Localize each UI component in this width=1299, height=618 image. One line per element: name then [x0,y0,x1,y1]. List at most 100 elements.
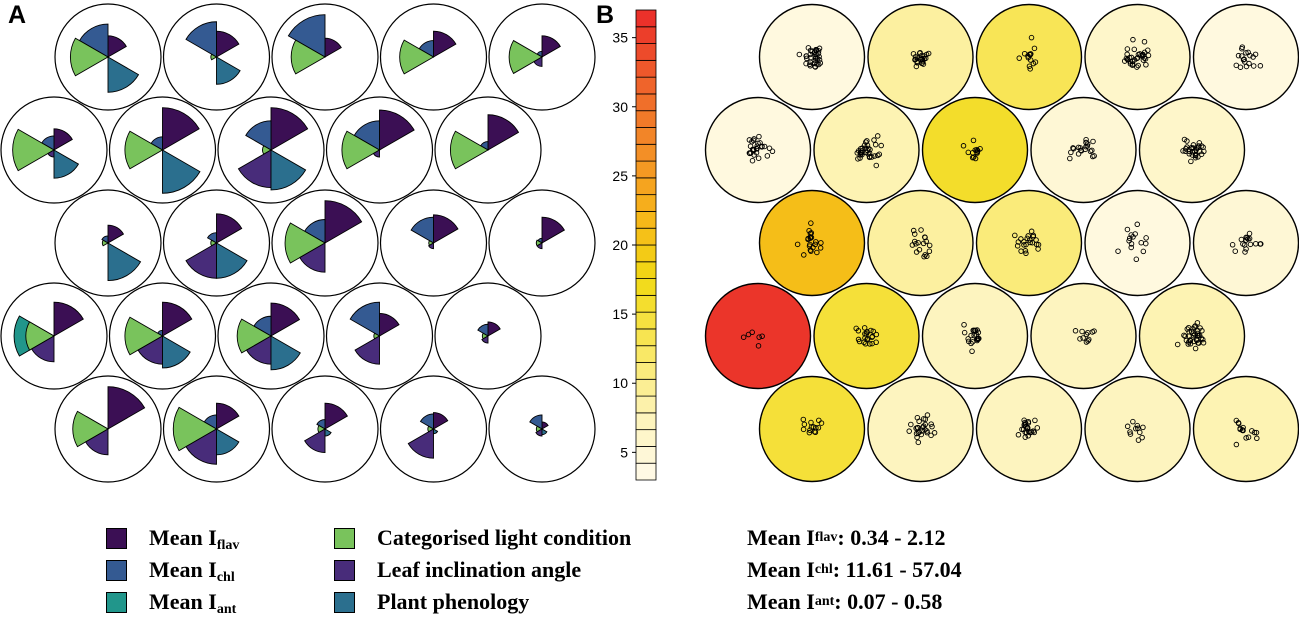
heatmap-node-circle [1084,375,1191,483]
sample-point [1085,329,1091,336]
sample-point [1023,241,1029,248]
sample-point [916,418,922,425]
sample-point [1019,426,1025,433]
sample-point [1132,231,1138,237]
heatmap-node-3-3 [1030,282,1137,390]
sample-point [814,249,820,256]
sample-point [749,329,755,336]
sample-point [755,155,762,161]
heatmap-node-3-4 [1138,282,1246,390]
sample-point [973,332,980,338]
sample-point [1130,36,1136,43]
fan-segment-phenology [541,428,548,436]
sample-point [878,142,884,149]
fan-segment-light [25,321,55,351]
sample-point [965,338,972,345]
sample-point [808,220,814,226]
colorbar-bin [635,429,657,447]
legend-swatch-phenology [334,591,355,613]
sample-point [1133,256,1140,263]
range-chl-label: Mean I [747,557,815,582]
sample-point [1028,34,1035,41]
sample-point [1188,158,1194,165]
fan-segment-light [210,53,218,61]
sample-point [1083,339,1090,345]
sample-point [1016,55,1023,61]
colorbar-tick-label: 20 [612,237,628,253]
fan-segment-flav [487,321,501,337]
sample-point [1192,152,1199,159]
sample-point [920,424,926,430]
sample-point [1200,336,1206,343]
sample-point [1124,423,1131,430]
sample-point [756,334,762,340]
sample-point [856,338,863,345]
fan-node-4-0 [54,375,162,483]
sample-point [1018,248,1024,254]
sample-point [1028,228,1035,235]
sample-point [1143,240,1149,247]
sample-point [1249,428,1255,434]
colorbar-bin [635,446,657,464]
colorbar-bin [635,412,657,431]
sample-point [794,241,801,248]
sample-point [875,152,881,159]
legend-swatch-light [334,527,355,549]
sample-point [1034,425,1041,431]
sample-point [1027,239,1033,246]
heatmap-node-4-0 [758,375,866,483]
colorbar-bin [635,378,657,397]
sample-point [1127,429,1133,435]
sample-point [1240,241,1246,247]
sample-point [910,227,917,234]
sample-point [818,420,825,426]
colorbar-bin [635,395,657,414]
sample-point [1012,232,1018,239]
heatmap-node-2-0 [758,189,866,297]
fan-segment-light [449,130,489,170]
sample-point [1182,148,1189,154]
sample-point [1143,62,1149,68]
sample-point [1072,328,1079,334]
sample-point [1126,235,1133,241]
heatmap-node-0-2 [975,3,1083,111]
sample-point [1015,432,1022,438]
legend-item-ant: Mean Iant [106,586,239,618]
sample-point [808,234,815,241]
sample-point [909,242,916,248]
sample-point [861,142,868,149]
sample-point [817,60,824,66]
colorbar-bin [635,110,657,128]
sample-point [1140,424,1146,431]
colorbar-bin [635,43,657,61]
fan-segment-phenology [162,149,201,194]
fan-segment-flav [487,114,520,151]
heatmap-node-circle [1192,375,1299,483]
sample-point [974,148,981,154]
legend-item-phenology: Plant phenology [334,586,631,618]
sample-point [1245,49,1251,56]
colorbar-bin [635,261,657,279]
sample-point [1188,144,1195,151]
sample-point [806,429,813,436]
heatmap-node-circle [1084,189,1191,297]
legend-item-inclination: Leaf inclination angle [334,554,631,586]
sample-point [766,145,773,152]
colorbar-bin [635,294,657,313]
sample-point [908,421,914,428]
heatmap-node-4-3 [1084,375,1191,483]
sample-point [1229,242,1236,248]
heatmap-node-4-4 [1192,375,1299,483]
fan-segment-inclination [30,335,55,363]
sample-point [1089,153,1096,160]
fan-segment-light [124,316,164,356]
heatmap-node-0-3 [1084,3,1191,111]
sample-point [812,241,818,248]
fan-segment-flav [216,213,243,244]
sample-point [796,51,803,58]
fan-segment-inclination [354,335,380,365]
heatmap-node-3-0 [704,282,812,390]
